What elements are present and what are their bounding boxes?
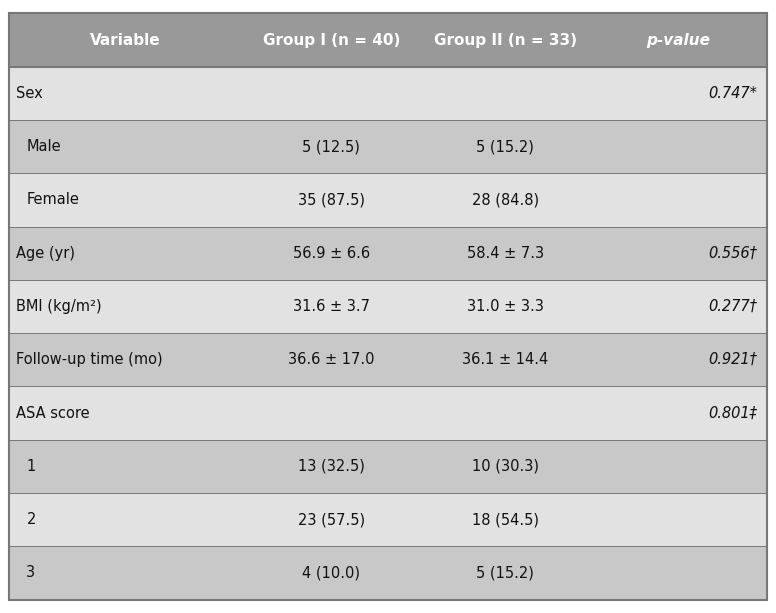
Text: 5 (15.2): 5 (15.2) (476, 565, 535, 581)
Text: 23 (57.5): 23 (57.5) (298, 512, 365, 527)
Text: 31.6 ± 3.7: 31.6 ± 3.7 (293, 299, 369, 314)
Text: 28 (84.8): 28 (84.8) (472, 192, 539, 207)
Text: Group II (n = 33): Group II (n = 33) (434, 32, 577, 48)
Text: Age (yr): Age (yr) (16, 246, 74, 261)
Bar (9, 227, 767, 280)
Text: 0.277†: 0.277† (708, 299, 757, 314)
Bar (9, 386, 767, 440)
Text: 4 (10.0): 4 (10.0) (302, 565, 360, 581)
Text: 10 (30.3): 10 (30.3) (472, 459, 539, 474)
Text: 36.6 ± 17.0: 36.6 ± 17.0 (288, 352, 375, 367)
Text: p-value: p-value (646, 32, 710, 48)
Bar (9, 280, 767, 333)
Text: ASA score: ASA score (16, 406, 89, 421)
Text: 56.9 ± 6.6: 56.9 ± 6.6 (293, 246, 369, 261)
Text: Male: Male (26, 139, 61, 154)
Text: 35 (87.5): 35 (87.5) (298, 192, 365, 207)
Text: Variable: Variable (89, 32, 160, 48)
Text: 3: 3 (26, 565, 36, 581)
Bar (9, 120, 767, 173)
Text: 1: 1 (26, 459, 36, 474)
Text: 0.747*: 0.747* (708, 86, 757, 101)
Bar (9, 493, 767, 546)
Text: 58.4 ± 7.3: 58.4 ± 7.3 (467, 246, 544, 261)
Bar (9, 67, 767, 120)
Bar (9, 546, 767, 600)
Text: Follow-up time (mo): Follow-up time (mo) (16, 352, 162, 367)
Bar (9, 440, 767, 493)
Bar (9, 13, 767, 67)
Text: 31.0 ± 3.3: 31.0 ± 3.3 (467, 299, 544, 314)
Text: 5 (15.2): 5 (15.2) (476, 139, 535, 154)
Text: 5 (12.5): 5 (12.5) (303, 139, 360, 154)
Text: 0.556†: 0.556† (708, 246, 757, 261)
Text: 13 (32.5): 13 (32.5) (298, 459, 365, 474)
Text: 36.1 ± 14.4: 36.1 ± 14.4 (462, 352, 549, 367)
Text: Sex: Sex (16, 86, 42, 101)
Bar (9, 173, 767, 227)
Text: Female: Female (26, 192, 79, 207)
Bar (9, 333, 767, 386)
Text: Group I (n = 40): Group I (n = 40) (262, 32, 400, 48)
Text: 2: 2 (26, 512, 36, 527)
Text: BMI (kg/m²): BMI (kg/m²) (16, 299, 101, 314)
Text: 0.921†: 0.921† (708, 352, 757, 367)
Text: 18 (54.5): 18 (54.5) (472, 512, 539, 527)
Text: 0.801‡: 0.801‡ (708, 406, 757, 421)
